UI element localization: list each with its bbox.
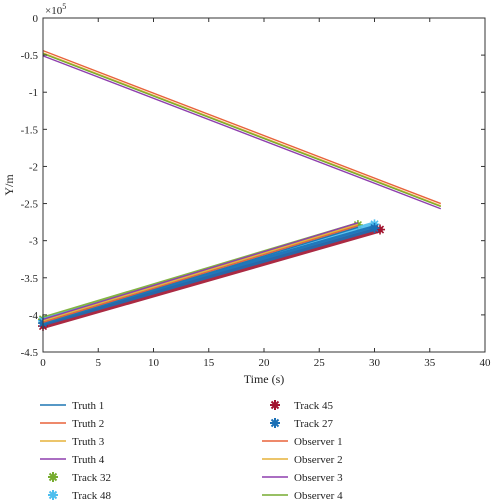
series-truth-3 [42,223,359,322]
legend-item: Truth 4 [40,454,105,466]
legend-label: Track 27 [294,418,334,430]
x-tick-label: 5 [96,357,102,369]
legend-label: Observer 4 [294,490,343,500]
x-tick-label: 35 [424,357,436,369]
legend-label: Track 48 [72,490,112,500]
x-tick-label: 15 [203,357,215,369]
y-axis-ticks: 0 -0.5 -1 -1.5 -2 -2.5 -3 -3.5 -4 -4.5 [21,13,485,359]
y-exponent-power: 5 [62,2,66,11]
track-bands [38,219,386,332]
legend-label: Track 45 [294,400,334,412]
legend-item: Track 27 [270,418,334,430]
series-observer-4 [42,52,442,208]
legend-item: Observer 4 [262,490,343,500]
x-tick-label: 10 [148,357,160,369]
series-lines [42,50,442,325]
x-tick-label: 30 [369,357,381,369]
x-axis-ticks: 0 5 10 15 20 25 30 35 40 [40,18,491,369]
series-truth-1 [42,226,359,325]
track-marker [375,224,386,235]
y-exponent-base: ×10 [45,5,63,17]
legend: Truth 1 Truth 2 Truth 3 Truth 4 Track 32 Trac… [40,400,343,500]
legend-item: Observer 1 [262,436,343,448]
y-axis-label: Y/m [2,174,16,196]
x-tick-label: 25 [314,357,326,369]
legend-item: Observer 3 [262,472,343,484]
y-tick-label: -4 [29,310,39,322]
legend-label: Observer 2 [294,454,343,466]
track-marker [369,223,380,234]
legend-item: Truth 1 [40,400,104,412]
legend-label: Observer 1 [294,436,343,448]
legend-marker [270,400,280,410]
series-track-27 [38,223,380,329]
legend-item: Observer 2 [262,454,343,466]
y-tick-label: -1 [29,87,38,99]
legend-item: Truth 3 [40,436,105,448]
x-tick-label: 20 [259,357,271,369]
legend-label: Observer 3 [294,472,343,484]
y-exponent-label: ×105 [45,2,66,17]
legend-label: Track 32 [72,472,111,484]
legend-label: Truth 2 [72,418,104,430]
x-tick-label: 0 [40,357,46,369]
legend-item: Track 32 [48,472,111,484]
track-marker [352,220,363,231]
y-tick-label: -1.5 [21,124,39,136]
legend-item: Track 45 [270,400,334,412]
y-tick-label: -3 [29,236,39,248]
y-tick-label: -3.5 [21,273,39,285]
legend-marker [48,472,58,482]
x-axis-label: Time (s) [244,372,285,386]
legend-label: Truth 4 [72,454,105,466]
y-tick-label: -0.5 [21,50,39,62]
y-tick-label: -4.5 [21,347,39,359]
legend-label: Truth 3 [72,436,105,448]
x-tick-label: 40 [480,357,492,369]
y-tick-label: -2.5 [21,199,39,211]
legend-item: Truth 2 [40,418,104,430]
y-tick-label: 0 [33,13,39,25]
legend-marker [270,418,280,428]
legend-marker [48,490,58,500]
series-truth-4 [42,222,359,321]
legend-label: Truth 1 [72,400,104,412]
y-tick-label: -2 [29,161,38,173]
series-observer-3 [42,55,442,210]
series-truth-2 [42,225,359,323]
legend-item: Track 48 [48,490,112,500]
series-observer-1 [42,50,442,205]
